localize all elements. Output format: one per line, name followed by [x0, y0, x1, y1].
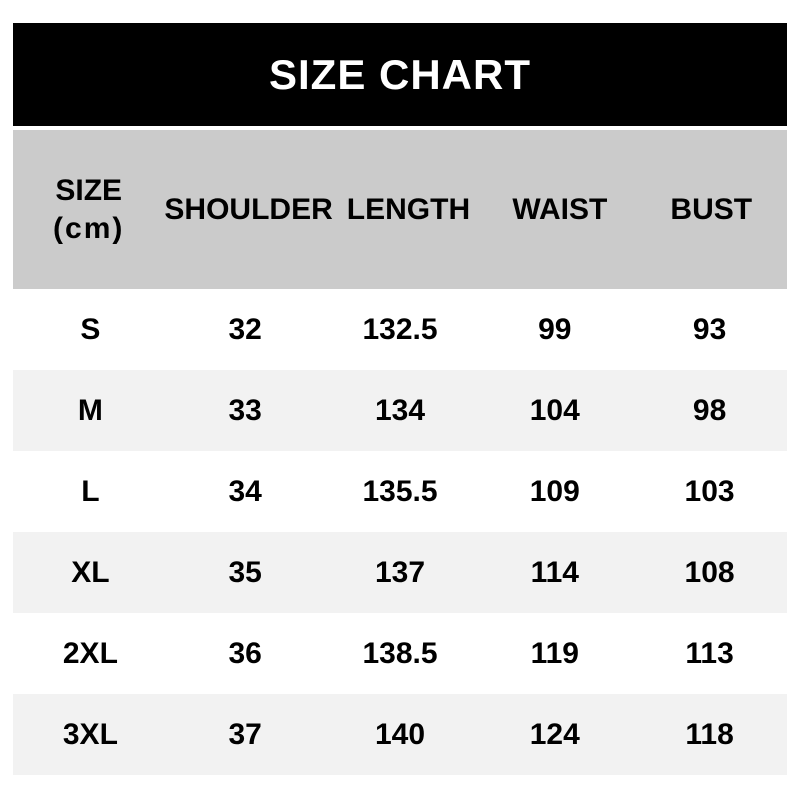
cell-size: S	[80, 312, 101, 346]
cell-length: 132.5	[362, 312, 438, 346]
cell-waist: 114	[530, 555, 579, 589]
table-row-3xl: 3XL 37 140 124 118	[13, 694, 787, 775]
cell-waist: 124	[529, 717, 580, 751]
cell-length: 137	[374, 555, 426, 589]
cell-length: 135.5	[362, 474, 438, 508]
cell-waist: 119	[530, 636, 579, 670]
column-header-bust: BUST	[670, 192, 753, 226]
column-header-size-unit: (cm)	[53, 211, 125, 245]
table-row-m: M 33 134 104 98	[13, 370, 787, 451]
cell-bust: 113	[685, 636, 734, 670]
table-body: S 32 132.5 99 93 M 33 134 104 98 L 34 13…	[13, 289, 787, 775]
column-header-size-label: SIZE	[55, 174, 123, 207]
size-chart-title-bar: SIZE CHART	[13, 23, 787, 126]
cell-length: 138.5	[362, 636, 438, 670]
table-row-2xl: 2XL 36 138.5 119 113	[13, 613, 787, 694]
cell-size: L	[81, 474, 100, 508]
cell-shoulder: 36	[228, 636, 262, 670]
table-header-row: SIZE (cm) SHOULDER LENGTH WAIST BUST	[13, 130, 787, 289]
column-header-length: LENGTH	[346, 192, 471, 226]
cell-shoulder: 33	[228, 393, 262, 427]
cell-bust: 118	[685, 717, 734, 751]
cell-shoulder: 32	[228, 312, 262, 346]
table-row-s: S 32 132.5 99 93	[13, 289, 787, 370]
cell-bust: 98	[692, 393, 727, 427]
cell-length: 140	[374, 717, 426, 751]
table-row-xl: XL 35 137 114 108	[13, 532, 787, 613]
cell-length: 134	[374, 393, 426, 427]
column-header-waist: WAIST	[512, 192, 608, 226]
cell-size: XL	[71, 555, 110, 589]
cell-size: M	[77, 393, 103, 427]
column-header-shoulder: SHOULDER	[164, 192, 333, 226]
cell-shoulder: 37	[228, 717, 262, 751]
cell-waist: 109	[529, 474, 580, 508]
column-header-size: SIZE (cm)	[13, 130, 164, 289]
page-title: SIZE CHART	[269, 50, 531, 98]
cell-bust: 93	[692, 312, 727, 346]
size-table: SIZE (cm) SHOULDER LENGTH WAIST BUST S 3…	[13, 130, 787, 775]
cell-bust: 103	[684, 474, 735, 508]
table-row-l: L 34 135.5 109 103	[13, 451, 787, 532]
cell-bust: 108	[684, 555, 735, 589]
cell-size: 3XL	[62, 717, 118, 751]
cell-shoulder: 35	[228, 555, 262, 589]
cell-waist: 104	[529, 393, 580, 427]
cell-waist: 99	[538, 312, 572, 346]
cell-size: 2XL	[62, 636, 118, 670]
cell-shoulder: 34	[228, 474, 262, 508]
